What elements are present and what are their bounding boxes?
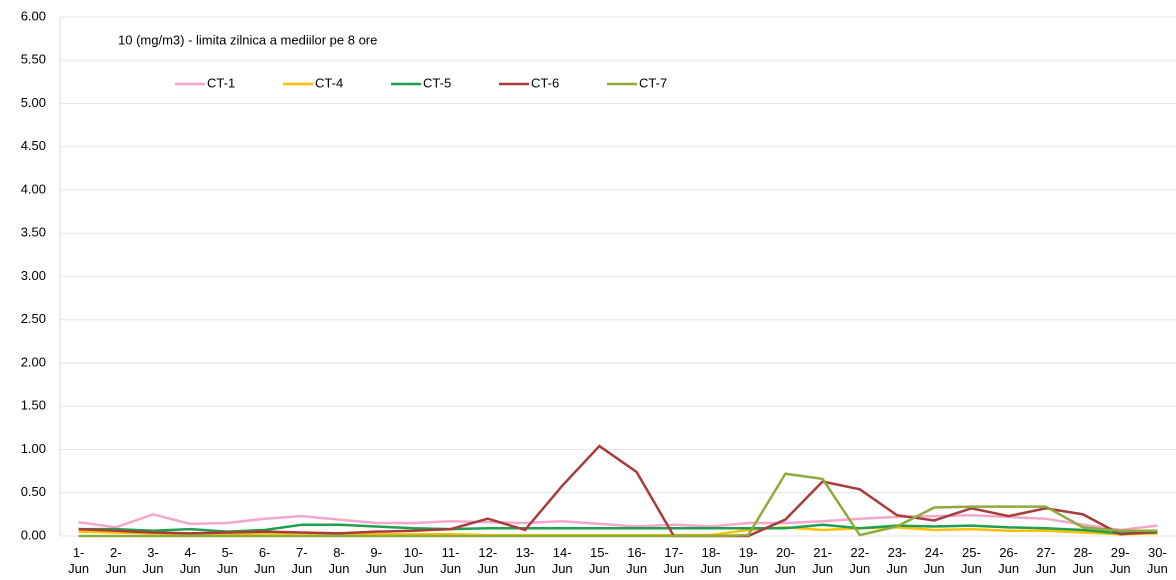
x-tick-label: 15- Jun [588, 545, 610, 576]
x-tick-label: 29- Jun [1109, 545, 1131, 576]
x-tick-label: 3- Jun [142, 545, 164, 576]
x-tick-label: 9- Jun [365, 545, 387, 576]
series-line [78, 444, 1158, 538]
legend-label: CT-6 [531, 75, 559, 90]
x-tick-label: 10- Jun [402, 545, 424, 576]
y-tick-label: 4.50 [21, 138, 46, 153]
x-tick-label: 11- Jun [440, 545, 462, 576]
y-tick-label: 3.00 [21, 268, 46, 283]
x-tick-label: 18- Jun [700, 545, 722, 576]
x-tick-label: 13- Jun [514, 545, 536, 576]
x-tick-label: 21- Jun [812, 545, 834, 576]
x-tick-label: 22- Jun [849, 545, 871, 576]
legend-label: CT-7 [639, 75, 667, 90]
series-line [78, 513, 1158, 532]
x-tick-label: 12- Jun [477, 545, 499, 576]
y-tick-label: 5.00 [21, 95, 46, 110]
y-tick-label: 0.50 [21, 484, 46, 499]
series-line [78, 472, 1158, 538]
x-tick-label: 6- Jun [254, 545, 276, 576]
x-tick-label: 16- Jun [626, 545, 648, 576]
x-tick-label: 8- Jun [328, 545, 350, 576]
legend-label: CT-5 [423, 75, 451, 90]
x-tick-label: 20- Jun [774, 545, 796, 576]
y-tick-label: 3.50 [21, 225, 46, 240]
y-tick-label: 1.50 [21, 398, 46, 413]
legend-label: CT-1 [207, 75, 235, 90]
y-tick-label: 5.50 [21, 52, 46, 67]
x-tick-label: 28- Jun [1072, 545, 1094, 576]
x-tick-label: 14- Jun [551, 545, 573, 576]
y-tick-label: 2.00 [21, 354, 46, 369]
y-tick-label: 4.00 [21, 181, 46, 196]
x-tick-label: 17- Jun [663, 545, 685, 576]
y-tick-label: 0.00 [21, 527, 46, 542]
x-tick-label: 1- Jun [68, 545, 90, 576]
y-tick-label: 1.00 [21, 441, 46, 456]
legend-label: CT-4 [315, 75, 343, 90]
x-tick-label: 24- Jun [923, 545, 945, 576]
x-tick-label: 25- Jun [960, 545, 982, 576]
x-tick-label: 2- Jun [105, 545, 127, 576]
x-tick-label: 4- Jun [179, 545, 201, 576]
x-tick-label: 30- Jun [1146, 545, 1168, 576]
x-tick-label: 27- Jun [1035, 545, 1057, 576]
x-tick-label: 23- Jun [886, 545, 908, 576]
x-tick-label: 5- Jun [216, 545, 238, 576]
x-tick-label: 19- Jun [737, 545, 759, 576]
y-tick-label: 6.00 [21, 8, 46, 23]
series-line [78, 523, 1158, 535]
y-tick-label: 2.50 [21, 311, 46, 326]
x-tick-label: 7- Jun [291, 545, 313, 576]
annotation: 10 (mg/m3) - limita zilnica a mediilor p… [118, 32, 377, 47]
x-tick-label: 26- Jun [998, 545, 1020, 576]
